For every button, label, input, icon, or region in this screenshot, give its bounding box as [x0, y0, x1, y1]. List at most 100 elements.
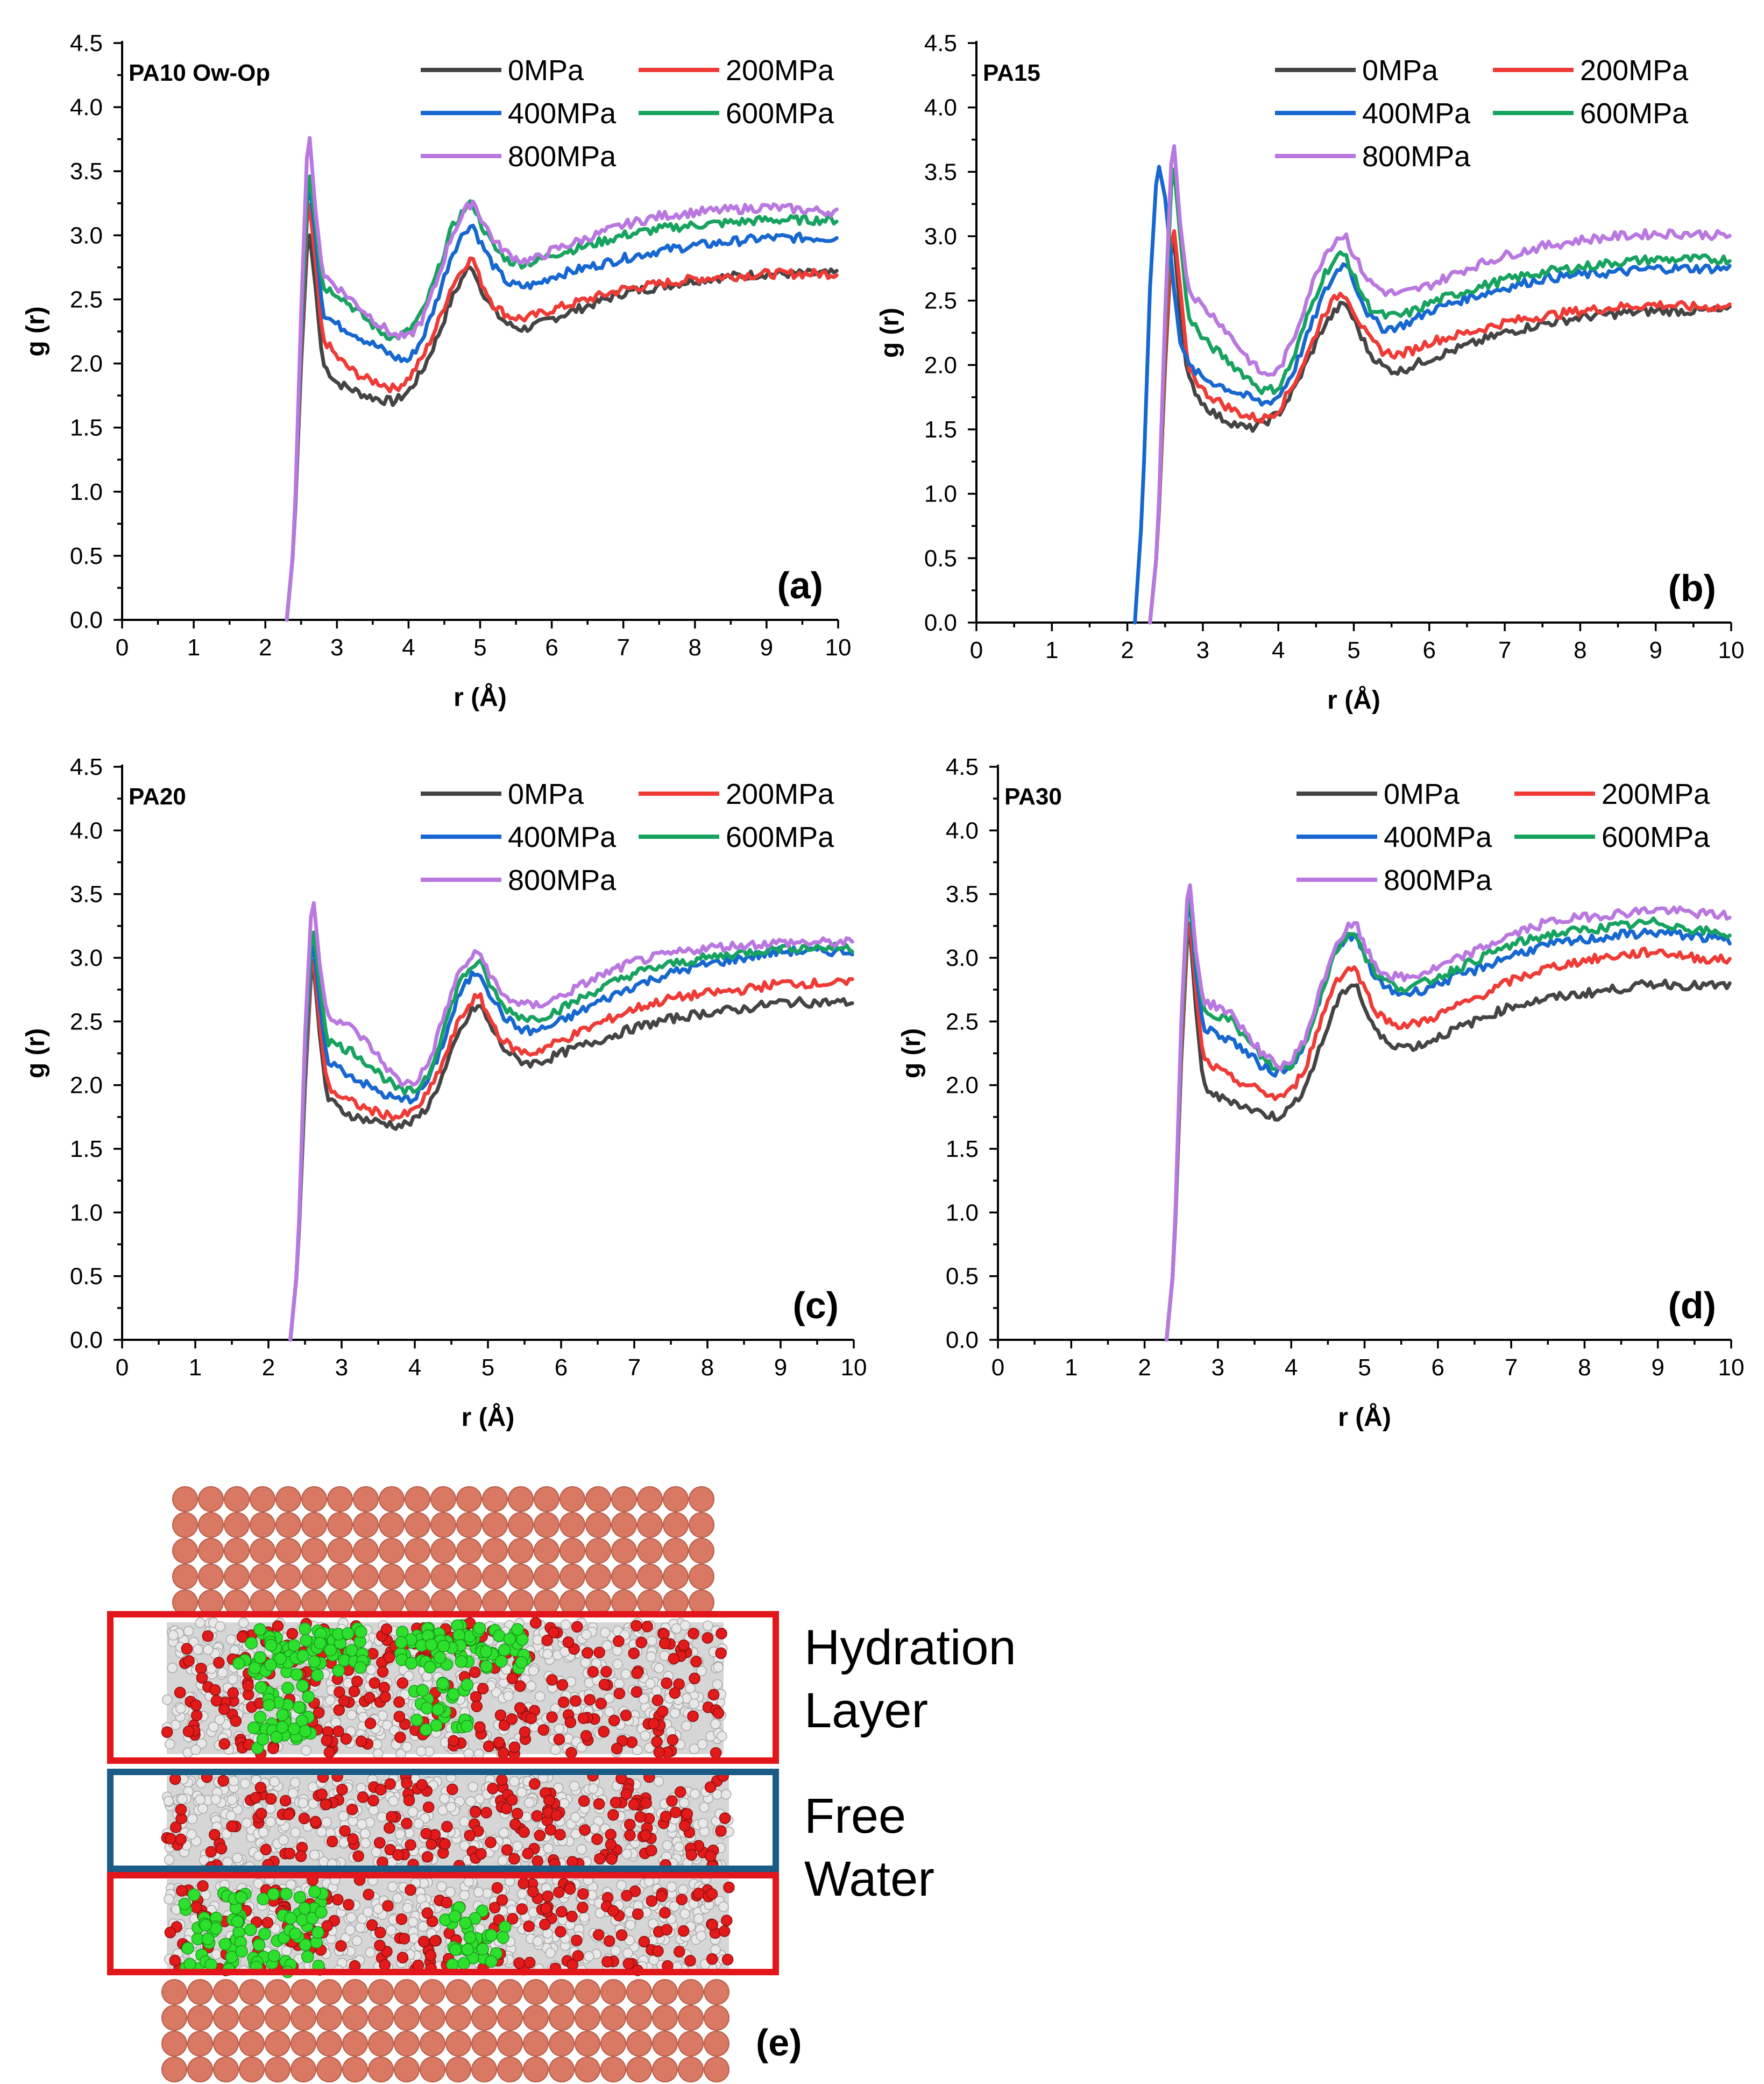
hydrogen-atom [620, 1669, 632, 1680]
copper-atom [342, 2057, 368, 2082]
oxygen-atom [656, 1890, 668, 1902]
free-water-box [107, 1769, 779, 1872]
oxygen-atom [601, 1956, 613, 1968]
oxygen-atom [712, 1707, 725, 1719]
y-tick-label: 2.0 [70, 351, 103, 377]
oxygen-atom [332, 1725, 344, 1737]
hydrogen-atom [372, 1748, 384, 1759]
copper-atom [187, 2031, 213, 2057]
oxygen-atom [469, 1666, 481, 1678]
oxygen-atom [384, 1822, 395, 1834]
copper-atom [224, 1538, 250, 1564]
copper-atom [405, 1512, 430, 1538]
copper-atom [704, 2057, 729, 2082]
oxygen-atom [605, 1839, 617, 1850]
copper-atom [585, 1512, 611, 1538]
hydrogen-atom [365, 1947, 376, 1958]
hydrogen-atom [360, 1828, 371, 1839]
oxygen-atom [600, 1666, 612, 1678]
oxygen-atom [546, 1711, 558, 1723]
oxygen-atom [295, 1850, 307, 1862]
hydrogen-atom [588, 1783, 599, 1794]
copper-atom [265, 2057, 291, 2082]
polymer-atom [480, 1659, 493, 1673]
polymer-atom [431, 1703, 444, 1716]
oxygen-atom [175, 1804, 187, 1815]
oxygen-atom [383, 1651, 395, 1663]
oxygen-atom [509, 1818, 521, 1831]
copper-atom [456, 1512, 482, 1538]
y-tick-label: 2.5 [924, 288, 957, 314]
hydration-layer-label-line1: Hydration [804, 1620, 1016, 1675]
polymer-atom [300, 1634, 313, 1647]
legend-label-800MPa: 800MPa [1362, 140, 1471, 173]
copper-atom [405, 1564, 430, 1590]
oxygen-atom [523, 1920, 535, 1932]
copper-atom [611, 1486, 637, 1512]
hydrogen-atom [669, 1708, 681, 1719]
sample-label: PA10 Ow-Op [129, 60, 270, 86]
hydrogen-atom [669, 1901, 680, 1912]
legend-label-200MPa: 200MPa [726, 54, 834, 87]
x-tick-label: 2 [259, 634, 272, 661]
oxygen-atom [593, 1798, 605, 1810]
oxygen-atom [424, 1949, 437, 1961]
y-tick-label: 4.0 [70, 817, 103, 844]
hydrogen-atom [407, 1806, 419, 1817]
oxygen-atom [635, 1636, 647, 1649]
copper-atom [316, 1979, 342, 2005]
oxygen-atom [170, 1821, 182, 1833]
oxygen-atom [374, 1939, 386, 1952]
oxygen-atom [537, 1724, 550, 1736]
hydrogen-atom [211, 1949, 222, 1960]
oxygen-atom [706, 1919, 718, 1931]
polymer-atom [515, 1656, 528, 1669]
oxygen-atom [309, 1815, 322, 1828]
oxygen-atom [483, 1740, 495, 1753]
oxygen-atom [603, 1935, 615, 1947]
x-tick-label: 3 [1212, 1354, 1224, 1381]
x-tick-label: 10 [1718, 637, 1745, 663]
hydrogen-atom [297, 1798, 308, 1809]
oxygen-atom [272, 1620, 284, 1632]
oxygen-atom [668, 1652, 680, 1665]
oxygen-atom [593, 1647, 605, 1658]
copper-atom [445, 2005, 471, 2031]
polymer-atom [410, 1713, 423, 1727]
hydrogen-atom [253, 1878, 264, 1889]
oxygen-atom [512, 1807, 523, 1820]
polymer-atom [235, 1891, 248, 1904]
hydrogen-atom [199, 1855, 210, 1866]
copper-atom [342, 1979, 368, 2005]
oxygen-atom [706, 1953, 718, 1965]
copper-atom [224, 1564, 250, 1590]
oxygen-atom [469, 1806, 481, 1818]
oxygen-atom [496, 1894, 508, 1906]
oxygen-atom [721, 1953, 734, 1966]
hydrogen-atom [463, 1748, 474, 1760]
hydrogen-atom [238, 1617, 249, 1628]
polymer-atom [257, 1892, 270, 1906]
oxygen-atom [667, 1734, 679, 1746]
copper-atom [534, 1486, 559, 1512]
oxygen-atom [705, 1850, 717, 1862]
legend-label-800MPa: 800MPa [1384, 864, 1492, 896]
oxygen-atom [646, 1895, 658, 1907]
legend-label-200MPa: 200MPa [1580, 54, 1689, 87]
polymer-atom [416, 1684, 429, 1697]
polymer-atom [461, 1678, 474, 1691]
oxygen-atom [422, 1801, 435, 1813]
oxygen-atom [347, 1833, 359, 1845]
copper-atom [534, 1512, 559, 1538]
oxygen-atom [613, 1635, 625, 1647]
oxygen-atom [174, 1686, 186, 1699]
copper-atom [689, 1538, 714, 1564]
copper-atom [678, 2005, 704, 2031]
x-tick-label: 4 [402, 634, 415, 661]
hydrogen-atom [228, 1776, 239, 1786]
polymer-atom [293, 1891, 307, 1904]
copper-atom [652, 2031, 678, 2057]
polymer-atom [199, 1918, 212, 1932]
x-tick-label: 1 [189, 1354, 202, 1381]
oxygen-atom [464, 1829, 476, 1841]
